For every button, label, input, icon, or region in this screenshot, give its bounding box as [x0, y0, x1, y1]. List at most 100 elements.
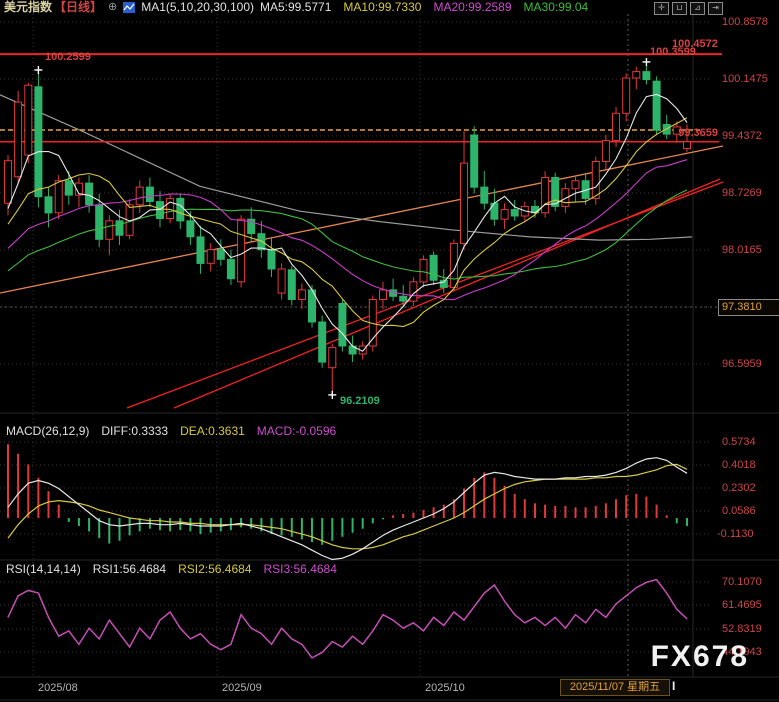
- candle[interactable]: [206, 243, 215, 272]
- candle[interactable]: [135, 180, 144, 213]
- rsi-name: RSI(14,14,14): [6, 562, 81, 576]
- candle[interactable]: [196, 225, 205, 274]
- candle[interactable]: [4, 155, 12, 216]
- candle[interactable]: [34, 70, 43, 208]
- scale-mode-icon[interactable]: ⊿: [690, 2, 705, 15]
- candle[interactable]: [64, 171, 73, 205]
- axis-tick-label: 0.5734: [722, 436, 756, 448]
- candle[interactable]: [510, 200, 519, 221]
- macd-macd-value: MACD:-0.0596: [256, 424, 337, 438]
- candle[interactable]: [470, 126, 479, 194]
- crosshair-price-label: 97.3810: [718, 299, 779, 316]
- axis-tick-label: 70.1070: [722, 576, 762, 588]
- indicator-pane-icon[interactable]: ⊔: [672, 2, 687, 15]
- candle[interactable]: [267, 236, 276, 277]
- expand-icon[interactable]: ⊕: [108, 1, 118, 13]
- candle[interactable]: [85, 175, 94, 213]
- axis-tick-label: 98.7269: [722, 187, 762, 199]
- candle[interactable]: [237, 215, 246, 288]
- annotation-low: 96.2109: [340, 395, 380, 407]
- shift-chart-icon[interactable]: ⇥: [708, 2, 723, 15]
- crosshair-date-label: 2025/11/07 星期五: [560, 679, 670, 696]
- split-pane-icon[interactable]: ✛: [654, 2, 669, 15]
- candle[interactable]: [277, 263, 286, 300]
- axis-tick-label: 0.4018: [722, 459, 756, 471]
- axis-tick-label: 61.4695: [722, 599, 762, 611]
- candle[interactable]: [247, 207, 256, 242]
- candle[interactable]: [328, 343, 337, 395]
- candle[interactable]: [500, 203, 509, 229]
- candle[interactable]: [672, 121, 681, 143]
- candle[interactable]: [74, 177, 83, 208]
- axis-tick-label: 98.0165: [722, 244, 762, 256]
- candle[interactable]: [297, 283, 306, 310]
- candle[interactable]: [318, 315, 327, 368]
- candle[interactable]: [257, 220, 266, 258]
- annotation-high-left: 100.2599: [45, 51, 91, 63]
- crosshair: [0, 14, 718, 677]
- axis-tick-label: 100.1475: [722, 73, 768, 85]
- candle[interactable]: [176, 193, 185, 229]
- symbol-name: 美元指数: [4, 0, 53, 14]
- price-markers: [34, 57, 651, 399]
- candle[interactable]: [226, 249, 235, 285]
- candle[interactable]: [399, 285, 408, 308]
- candle[interactable]: [308, 285, 316, 328]
- ma-values: MA5:99.5771 MA10:99.7330 MA20:99.2589 MA30:…: [260, 1, 588, 14]
- axis-tick-label: 0.2302: [722, 482, 756, 494]
- candle[interactable]: [480, 171, 489, 210]
- month-tick-label: 2025/08: [38, 682, 78, 694]
- candle[interactable]: [439, 269, 448, 294]
- text-cursor: I: [672, 679, 676, 693]
- chart-header: 美元指数 【日线】 ⊕ MA1(5,10,20,30,100) MA5:99.57…: [4, 1, 588, 14]
- candle[interactable]: [632, 66, 641, 90]
- candle[interactable]: [571, 175, 580, 202]
- candle[interactable]: [115, 209, 124, 245]
- ma-value-label: MA5:99.5771: [260, 0, 332, 14]
- candle[interactable]: [612, 106, 620, 147]
- candle[interactable]: [348, 335, 357, 363]
- candle[interactable]: [379, 281, 387, 310]
- candle[interactable]: [216, 239, 225, 266]
- candles-layer[interactable]: [4, 62, 691, 395]
- candle[interactable]: [105, 215, 114, 256]
- annotation-last-price: 99.3659: [678, 127, 718, 139]
- watermark: FX678: [650, 640, 749, 673]
- candle[interactable]: [14, 90, 23, 184]
- candle[interactable]: [460, 131, 468, 250]
- axis-tick-label: 44.1943: [722, 646, 762, 658]
- candle[interactable]: [551, 172, 560, 212]
- axis-tick-label: 0.0586: [722, 505, 756, 517]
- candle[interactable]: [145, 177, 154, 208]
- rsi-layer[interactable]: [7, 578, 688, 659]
- candle[interactable]: [622, 73, 631, 122]
- axis-tick-label: 99.4372: [722, 130, 762, 142]
- candle[interactable]: [541, 171, 550, 218]
- candle[interactable]: [683, 124, 691, 152]
- gridlines: [0, 14, 710, 677]
- macd-pane-header: MACD(26,12,9) DIFF:0.3333 DEA:0.3631 MAC…: [6, 424, 336, 438]
- annotation-resistance: 100.4572: [672, 38, 718, 50]
- month-tick-label: 2025/10: [425, 682, 465, 694]
- candle[interactable]: [24, 82, 33, 164]
- overlay-lines: [0, 53, 724, 409]
- candle[interactable]: [166, 193, 175, 224]
- macd-layer[interactable]: [7, 444, 688, 561]
- rsi-pane-header: RSI(14,14,14) RSI1:56.4684 RSI2:56.4684 …: [6, 562, 337, 576]
- candle[interactable]: [389, 278, 398, 302]
- macd-name: MACD(26,12,9): [6, 424, 90, 438]
- candle[interactable]: [287, 265, 296, 306]
- candle[interactable]: [338, 299, 347, 352]
- chart-type-icon[interactable]: [123, 2, 136, 13]
- toolbar: ✛ ⊔ ⊿ ⇥: [654, 2, 723, 15]
- candle[interactable]: [601, 135, 610, 170]
- candle[interactable]: [95, 193, 104, 248]
- rsi1-value: RSI1:56.4684: [92, 562, 167, 576]
- candle[interactable]: [429, 251, 438, 285]
- axis-tick-label: 100.8578: [722, 16, 768, 28]
- candle[interactable]: [652, 76, 661, 135]
- rsi3-value: RSI3:56.4684: [263, 562, 337, 576]
- candle[interactable]: [591, 156, 600, 205]
